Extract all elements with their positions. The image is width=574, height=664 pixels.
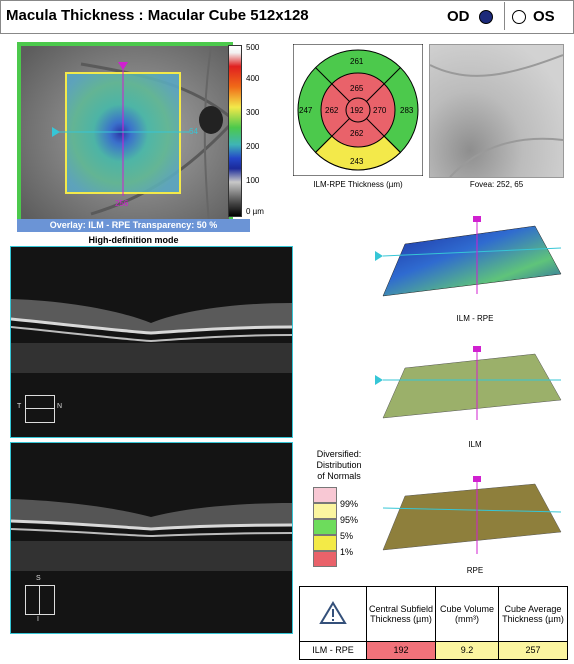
overlay-caption: Overlay: ILM - RPE Transparency: 50 % <box>17 219 250 232</box>
legend-level-5: 5% <box>340 531 354 541</box>
outer-temporal-value: 247 <box>299 106 313 115</box>
legend-level-99: 99% <box>340 499 359 509</box>
scale-tick-100: 100 <box>246 176 260 185</box>
row-label-ilm-rpe: ILM - RPE <box>299 640 367 661</box>
oct-vertical-drawing <box>11 443 292 633</box>
scale-tick-200: 200 <box>246 142 260 151</box>
header-central-subfield: Central Subfield Thickness (µm) <box>366 586 436 642</box>
od-label: OD <box>447 8 470 25</box>
fundus-marker-bottom: 256 <box>115 199 129 208</box>
surface-caption-rpe: RPE <box>466 566 484 575</box>
summary-table: Central Subfield Thickness (µm) Cube Vol… <box>299 586 568 661</box>
normals-title-line2: Distribution <box>316 460 362 470</box>
legend-swatch-5-95 <box>313 519 337 535</box>
os-unselected-icon <box>512 10 526 24</box>
slo-drawing <box>430 54 563 177</box>
scale-tick-300: 300 <box>246 108 260 117</box>
oct-bscan-vertical[interactable]: S I <box>10 442 293 634</box>
surface-ilm-rpe[interactable] <box>375 214 565 304</box>
surface-ilm[interactable] <box>375 344 565 424</box>
oct-horizontal-orientation-box <box>25 395 55 423</box>
legend-swatch-95-99 <box>313 503 337 519</box>
scale-tick-500: 500 <box>246 43 260 52</box>
oct-vertical-orientation-box <box>25 585 55 615</box>
scale-tick-0: 0 µm <box>246 207 264 216</box>
normals-legend-title: Diversified: Distribution of Normals <box>306 449 372 482</box>
etdrs-thickness-grid[interactable] <box>293 44 423 176</box>
od-selected-icon <box>479 10 493 24</box>
fundus-marker-right: 64 <box>189 127 198 136</box>
oct-horizontal-drawing <box>11 247 292 437</box>
legend-swatch-below-1 <box>313 551 337 567</box>
legend-swatch-above-99 <box>313 487 337 503</box>
normals-title-line1: Diversified: <box>316 449 362 459</box>
orientation-inferior: I <box>37 616 39 623</box>
normals-title-line3: of Normals <box>317 471 361 481</box>
eye-divider <box>504 2 505 30</box>
outer-nasal-value: 283 <box>400 106 414 115</box>
orientation-nasal: N <box>57 403 63 410</box>
inner-nasal-value: 270 <box>373 106 387 115</box>
etdrs-caption: ILM-RPE Thickness (µm) <box>313 180 403 189</box>
surface-caption-ilm: ILM <box>468 440 482 449</box>
header-cube-average: Cube Average Thickness (µm) <box>498 586 568 642</box>
outer-superior-value: 261 <box>350 57 364 66</box>
os-label: OS <box>533 8 555 25</box>
inner-inferior-value: 262 <box>350 129 364 138</box>
scale-tick-400: 400 <box>246 74 260 83</box>
center-value: 192 <box>350 106 364 115</box>
fundus-drawing <box>21 46 229 223</box>
orientation-superior: S <box>36 575 41 582</box>
legend-level-1: 1% <box>340 547 354 557</box>
oct-bscan-horizontal[interactable]: T N <box>10 246 293 438</box>
warning-cell <box>299 586 367 642</box>
warning-triangle-icon <box>319 600 347 624</box>
legend-level-95: 95% <box>340 515 359 525</box>
orientation-temporal: T <box>17 403 22 410</box>
header-bar <box>0 0 574 34</box>
legend-swatch-1-5 <box>313 535 337 551</box>
thickness-color-scale <box>228 45 242 217</box>
value-cube-average: 257 <box>498 640 568 661</box>
slo-fundus-image[interactable] <box>429 44 564 178</box>
inner-superior-value: 265 <box>350 84 364 93</box>
surface-caption-ilm-rpe: ILM - RPE <box>456 314 494 323</box>
page-title: Macula Thickness : Macular Cube 512x128 <box>6 7 309 24</box>
inner-temporal-value: 262 <box>325 106 339 115</box>
value-cube-volume: 9.2 <box>435 640 499 661</box>
outer-inferior-value: 243 <box>350 157 364 166</box>
surface-rpe[interactable] <box>375 474 565 556</box>
value-central-subfield: 192 <box>366 640 436 661</box>
mode-caption: High-definition mode <box>88 235 179 245</box>
slo-caption: Fovea: 252, 65 <box>469 180 524 189</box>
fundus-overlay-image[interactable]: 256 64 <box>17 42 233 227</box>
header-cube-volume: Cube Volume (mm³) <box>435 586 499 642</box>
